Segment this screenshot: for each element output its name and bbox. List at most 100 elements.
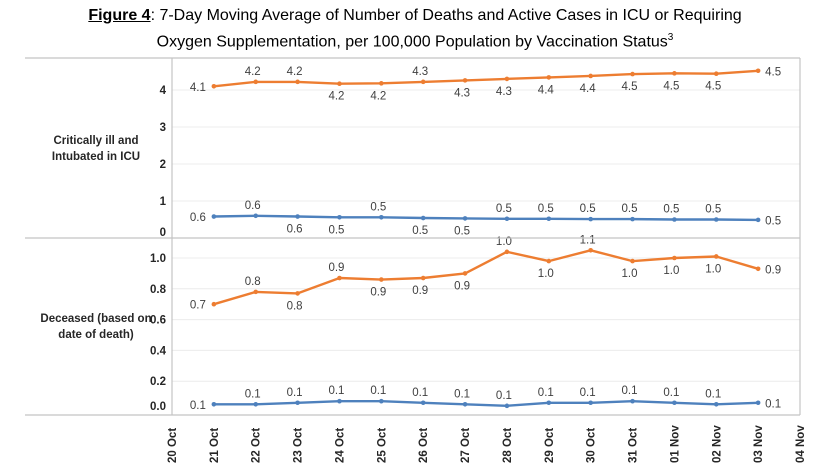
title-line-2: Oxygen Supplementation, per 100,000 Popu… bbox=[0, 27, 830, 53]
data-point bbox=[379, 214, 384, 220]
data-point bbox=[588, 400, 593, 406]
data-label: 4.5 bbox=[765, 66, 781, 78]
data-point bbox=[253, 402, 259, 407]
data-label: 0.1 bbox=[705, 388, 721, 400]
y-tick-label: 0.4 bbox=[150, 345, 167, 357]
data-label: 0.1 bbox=[496, 390, 512, 402]
data-point bbox=[420, 275, 426, 281]
data-point bbox=[755, 266, 761, 272]
y-tick-label: 0.2 bbox=[150, 376, 166, 388]
data-label: 4.3 bbox=[496, 86, 512, 98]
data-label: 0.5 bbox=[370, 201, 386, 213]
data-label: 0.1 bbox=[412, 387, 428, 399]
data-point bbox=[672, 255, 677, 261]
x-axis-date-label: 21 Oct bbox=[209, 428, 221, 463]
data-label: 0.1 bbox=[287, 387, 303, 399]
data-label: 0.9 bbox=[412, 285, 428, 297]
orange-line bbox=[212, 69, 760, 88]
data-point bbox=[295, 291, 300, 296]
data-label: 0.9 bbox=[765, 264, 781, 276]
y-tick-label: 0.0 bbox=[150, 401, 166, 413]
data-label: 0.5 bbox=[580, 203, 596, 215]
x-axis-date-label: 20 Oct bbox=[167, 428, 179, 463]
data-label: 0.8 bbox=[287, 300, 303, 312]
x-axis-date-label: 31 Oct bbox=[628, 428, 640, 463]
data-point bbox=[295, 214, 300, 219]
data-point bbox=[504, 216, 510, 222]
data-point bbox=[420, 79, 426, 85]
data-label: 0.1 bbox=[190, 400, 206, 412]
blue-line bbox=[212, 214, 760, 222]
data-label: 0.5 bbox=[622, 203, 638, 215]
data-point bbox=[379, 81, 384, 86]
data-point bbox=[713, 254, 719, 259]
data-label: 1.0 bbox=[538, 268, 554, 280]
y-tick-label: 0 bbox=[160, 227, 166, 239]
data-label: 1.0 bbox=[705, 263, 721, 275]
data-label: 4.2 bbox=[245, 66, 261, 78]
data-point bbox=[588, 216, 593, 222]
x-axis-date-label: 29 Oct bbox=[544, 428, 556, 463]
data-point bbox=[546, 216, 552, 222]
data-label: 4.3 bbox=[454, 87, 470, 99]
data-label: 0.8 bbox=[245, 276, 261, 288]
data-point bbox=[672, 400, 677, 406]
x-axis-date-label: 27 Oct bbox=[460, 428, 472, 463]
data-point bbox=[504, 76, 510, 82]
data-point bbox=[546, 258, 552, 264]
data-label: 0.1 bbox=[328, 385, 344, 397]
data-label: 0.1 bbox=[245, 388, 261, 400]
data-label: 4.4 bbox=[538, 84, 555, 96]
data-point bbox=[755, 217, 761, 223]
x-axis-date-label: 04 Nov bbox=[795, 425, 807, 463]
data-label: 0.1 bbox=[622, 385, 638, 397]
data-label: 0.5 bbox=[328, 224, 344, 236]
data-point bbox=[713, 217, 719, 222]
y-tick-label: 2 bbox=[160, 159, 166, 171]
data-label: 0.1 bbox=[580, 387, 596, 399]
data-point bbox=[546, 400, 552, 406]
x-axis-date-label: 24 Oct bbox=[335, 428, 347, 463]
data-label: 1.0 bbox=[663, 265, 679, 277]
data-point bbox=[379, 277, 384, 282]
data-point bbox=[588, 248, 593, 253]
x-axis-date-label: 28 Oct bbox=[502, 428, 514, 463]
data-point bbox=[462, 216, 468, 221]
y-tick-label: 1.0 bbox=[150, 253, 166, 265]
data-label: 0.9 bbox=[370, 287, 386, 299]
data-label: 4.5 bbox=[705, 81, 721, 93]
data-label: 0.5 bbox=[412, 225, 428, 237]
orange-line bbox=[212, 249, 760, 306]
title-line-1: Figure 4: 7-Day Moving Average of Number… bbox=[0, 5, 830, 27]
x-axis-date-label: 01 Nov bbox=[669, 425, 681, 463]
figure-label: Figure 4 bbox=[88, 7, 151, 24]
data-label: 4.2 bbox=[287, 66, 303, 78]
data-label: 0.1 bbox=[538, 387, 554, 399]
data-point bbox=[337, 398, 342, 404]
data-point bbox=[755, 68, 761, 74]
data-label: 0.1 bbox=[765, 398, 781, 410]
data-label: 0.1 bbox=[370, 385, 386, 397]
data-point bbox=[504, 403, 510, 409]
data-point bbox=[462, 271, 468, 276]
data-point bbox=[253, 79, 259, 85]
panel-row-label: Intubated in ICU bbox=[52, 151, 140, 163]
y-tick-label: 0.8 bbox=[150, 284, 167, 296]
x-axis-date-label: 30 Oct bbox=[586, 428, 598, 463]
y-tick-label: 1 bbox=[160, 196, 167, 208]
data-label: 1.0 bbox=[622, 268, 638, 280]
data-point bbox=[420, 215, 426, 221]
data-point bbox=[420, 400, 426, 406]
panel-row-label: Deceased (based on bbox=[40, 313, 151, 325]
data-label: 0.1 bbox=[663, 387, 679, 399]
title-text-1: : 7-Day Moving Average of Number of Deat… bbox=[150, 7, 742, 24]
data-point bbox=[295, 79, 300, 85]
data-label: 4.2 bbox=[328, 91, 344, 103]
data-point bbox=[755, 400, 761, 406]
data-point bbox=[672, 217, 677, 222]
data-label: 0.6 bbox=[287, 224, 303, 236]
data-label: 0.9 bbox=[328, 262, 344, 274]
data-point bbox=[337, 81, 342, 87]
data-label: 0.7 bbox=[190, 300, 206, 312]
data-label: 4.5 bbox=[663, 80, 679, 92]
